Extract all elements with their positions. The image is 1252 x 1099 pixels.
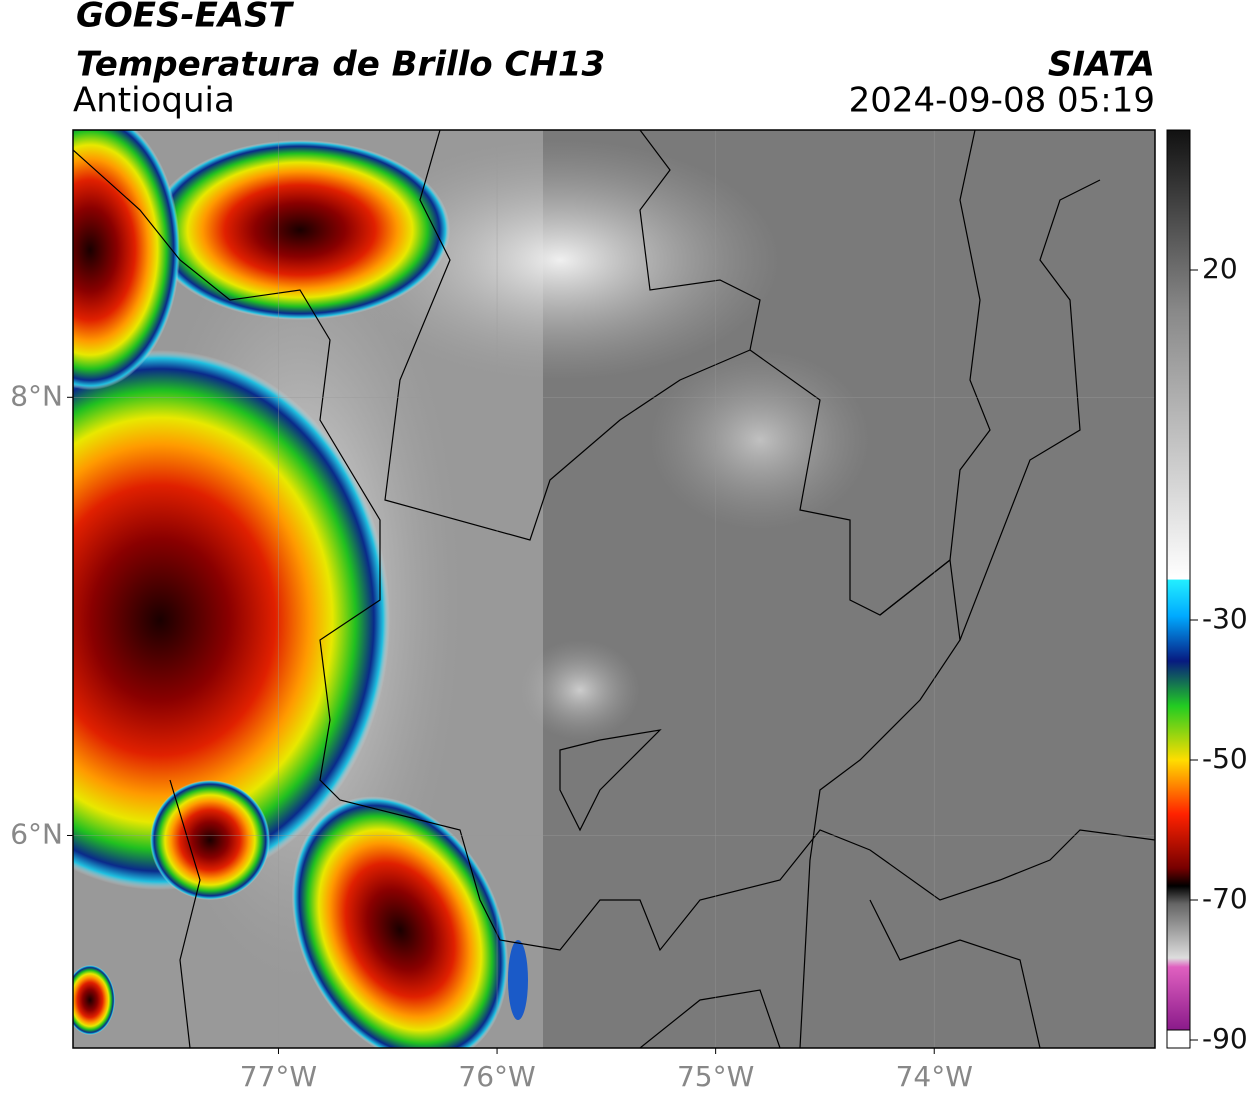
satellite-image [73, 130, 1155, 1048]
colorbar-frame [1166, 129, 1191, 1031]
subtitle: Temperatura de Brillo CH13 [76, 45, 605, 85]
map-frame [72, 129, 1156, 1049]
x-tick-label: 76°W [458, 1060, 535, 1093]
colorbar-tick-label: -50 [1202, 742, 1248, 775]
colorbar [1167, 130, 1190, 1030]
colorbar-tick-label: -70 [1202, 882, 1248, 915]
x-tick-label: 77°W [240, 1060, 317, 1093]
colorbar-tick-label: -30 [1202, 602, 1248, 635]
graticule [73, 130, 1155, 1048]
colorbar-tick-label: -90 [1202, 1022, 1248, 1055]
y-tick-label: 8°N [10, 379, 63, 412]
colorbar-tick-label: 20 [1202, 252, 1238, 285]
x-tick-label: 74°W [896, 1060, 973, 1093]
y-tick-label: 6°N [10, 817, 63, 850]
colorbar-under [1166, 1029, 1191, 1049]
agency: SIATA [1048, 45, 1155, 85]
x-tick-label: 75°W [677, 1060, 754, 1093]
datetime: 2024-09-08 05:19 [849, 81, 1155, 121]
region: Antioquia [73, 81, 235, 121]
title: GOES-EAST [76, 0, 295, 36]
